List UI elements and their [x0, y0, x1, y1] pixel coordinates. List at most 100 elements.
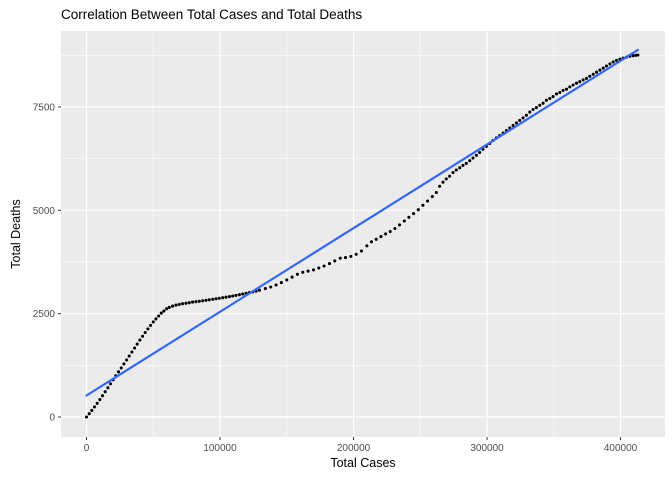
- data-point: [241, 292, 245, 296]
- data-point: [636, 53, 640, 57]
- data-point: [614, 58, 619, 62]
- data-point: [558, 90, 562, 95]
- data-point: [317, 266, 321, 270]
- data-point: [551, 95, 555, 99]
- data-point: [257, 288, 261, 292]
- data-point: [174, 303, 178, 307]
- data-point: [564, 87, 569, 91]
- data-point: [108, 382, 113, 386]
- data-point: [227, 295, 231, 299]
- data-point: [518, 118, 522, 122]
- chart-title: Correlation Between Total Cases and Tota…: [61, 7, 362, 22]
- data-point: [514, 121, 518, 125]
- x-tick-label: 0: [84, 443, 90, 454]
- data-point: [528, 110, 532, 114]
- data-point: [601, 66, 605, 70]
- data-point: [444, 177, 448, 181]
- y-tick-label: 2500: [33, 309, 56, 320]
- y-tick-labels: 0 2500 5000 7500: [33, 102, 56, 423]
- data-point: [92, 405, 97, 409]
- data-point: [578, 80, 582, 84]
- data-point: [154, 317, 158, 321]
- data-point: [524, 113, 528, 117]
- data-point: [349, 254, 353, 258]
- data-point: [162, 309, 166, 313]
- data-point: [138, 338, 142, 342]
- y-tick-label: 0: [49, 412, 55, 423]
- data-point: [333, 259, 337, 263]
- data-point: [197, 299, 201, 303]
- data-point: [157, 314, 161, 318]
- data-point: [441, 180, 445, 184]
- data-point: [171, 304, 175, 308]
- data-point: [159, 311, 163, 315]
- x-tick-labels: 0 100000 200000 300000 400000: [84, 443, 638, 454]
- data-point: [290, 275, 294, 279]
- data-point: [151, 320, 155, 324]
- data-point: [295, 272, 299, 276]
- data-point: [100, 394, 105, 398]
- data-point: [181, 302, 185, 306]
- data-point: [531, 107, 535, 111]
- data-point: [458, 166, 462, 170]
- data-point: [141, 334, 145, 338]
- data-point: [608, 62, 612, 66]
- data-point: [379, 235, 383, 239]
- gridlines-minor: [61, 31, 665, 437]
- data-point: [87, 412, 91, 416]
- data-point: [574, 81, 579, 85]
- data-point: [103, 390, 107, 394]
- data-point: [541, 101, 545, 105]
- data-point: [511, 123, 515, 127]
- data-point: [119, 366, 123, 370]
- data-point: [594, 70, 599, 74]
- data-point: [604, 64, 609, 68]
- data-point: [217, 296, 221, 300]
- data-point: [122, 362, 126, 366]
- data-point: [454, 168, 458, 172]
- data-point: [468, 159, 472, 163]
- data-point: [461, 163, 465, 167]
- data-point: [561, 88, 565, 92]
- data-point: [430, 195, 434, 199]
- data-point: [393, 226, 397, 231]
- data-point: [95, 401, 99, 405]
- data-point: [474, 153, 478, 157]
- data-point: [143, 330, 147, 335]
- data-point: [116, 370, 121, 374]
- data-point: [591, 72, 595, 76]
- data-point: [221, 296, 225, 300]
- y-axis-title: Total Deaths: [9, 199, 23, 268]
- data-point: [402, 219, 406, 223]
- data-point: [177, 302, 181, 306]
- data-point: [135, 342, 139, 346]
- data-point: [125, 358, 129, 362]
- data-point: [149, 323, 153, 327]
- data-point: [167, 305, 171, 309]
- data-point: [187, 301, 191, 305]
- data-point: [224, 295, 228, 299]
- data-point: [398, 223, 402, 227]
- x-tick-label: 200000: [337, 443, 371, 454]
- data-point: [184, 301, 188, 305]
- panel-background: [61, 31, 665, 437]
- data-point: [263, 287, 267, 291]
- data-point: [130, 350, 134, 354]
- y-tick-label: 5000: [33, 206, 56, 217]
- data-point: [311, 268, 316, 272]
- data-point: [369, 240, 374, 244]
- chart-layers: 0 100000 200000 300000 400000 0 2500 5000 7500: [33, 31, 665, 454]
- x-tick-label: 300000: [470, 443, 504, 454]
- data-point: [211, 297, 215, 301]
- trend-line: [85, 48, 639, 397]
- data-point: [568, 85, 572, 89]
- data-point: [611, 60, 615, 64]
- data-point: [237, 293, 241, 297]
- gridlines-major: [61, 31, 665, 437]
- x-tick-label: 400000: [604, 443, 638, 454]
- data-point: [571, 83, 575, 87]
- data-point: [274, 283, 278, 287]
- data-point: [306, 269, 310, 273]
- data-point: [416, 208, 420, 212]
